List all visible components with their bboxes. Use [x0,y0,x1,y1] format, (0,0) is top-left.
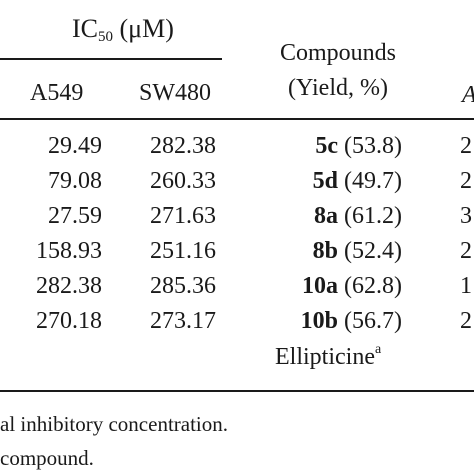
cell-sw480: 285.36 [150,273,216,299]
compound-yield: (53.8) [344,133,402,159]
reference-compound: Ellipticinea [275,342,382,371]
footnote-2: compound. [0,446,94,470]
reference-name: Ellipticine [275,344,375,370]
cell-compound: 5c (53.8) [262,133,402,160]
cell-sw480: 260.33 [150,168,216,194]
table-bottom-rule [0,390,474,392]
cell-compound: 10b (56.7) [262,308,402,335]
cell-compound: 5d (49.7) [262,168,402,195]
reference-footnote-mark: a [374,342,382,357]
compound-yield: (61.2) [344,203,402,229]
compound-yield: (56.7) [344,308,402,334]
footnote-1: al inhibitory concentration. [0,412,229,436]
col-header-cut: A [462,82,474,109]
compound-yield: (62.8) [344,273,402,299]
cell-cut: 3 [460,203,472,229]
cell-a549: 158.93 [36,238,102,264]
compound-id: 5d [312,168,339,194]
col-header-compounds: Compounds (Yield, %) [262,40,414,102]
ic50-subscript: 50 [98,29,113,45]
cell-sw480: 271.63 [150,203,216,229]
ic50-group-header: IC50 (μM) [72,14,174,45]
col-header-a549: A549 [30,80,84,106]
ic50-unit: (μM) [119,14,174,43]
group-header-underline [0,58,222,60]
cell-cut: 2 [460,308,472,334]
header-bottom-rule [0,118,474,120]
cell-a549: 27.59 [48,203,102,229]
compound-id: 10b [300,308,339,334]
cell-sw480: 273.17 [150,308,216,334]
cell-a549: 79.08 [48,168,102,194]
cell-compound: 10a (62.8) [262,273,402,300]
cell-a549: 282.38 [36,273,102,299]
cell-cut: 2 [460,238,472,264]
cell-cut: 1 [460,273,472,299]
cell-sw480: 251.16 [150,238,216,264]
cell-a549: 29.49 [48,133,102,159]
cell-cut: 2 [460,168,472,194]
col-header-compounds-line2: (Yield, %) [288,75,388,101]
cell-compound: 8b (52.4) [262,238,402,265]
cell-a549: 270.18 [36,308,102,334]
compound-id: 5c [315,133,339,159]
col-header-sw480: SW480 [139,80,211,106]
ic50-label: IC [72,14,98,43]
cell-sw480: 282.38 [150,133,216,159]
compound-id: 8b [312,238,339,264]
compound-id: 10a [302,273,339,299]
compound-yield: (49.7) [344,168,402,194]
compound-yield: (52.4) [344,238,402,264]
cell-cut: 2 [460,133,472,159]
cell-compound: 8a (61.2) [262,203,402,230]
compound-id: 8a [314,203,339,229]
col-header-compounds-line1: Compounds [279,40,396,66]
